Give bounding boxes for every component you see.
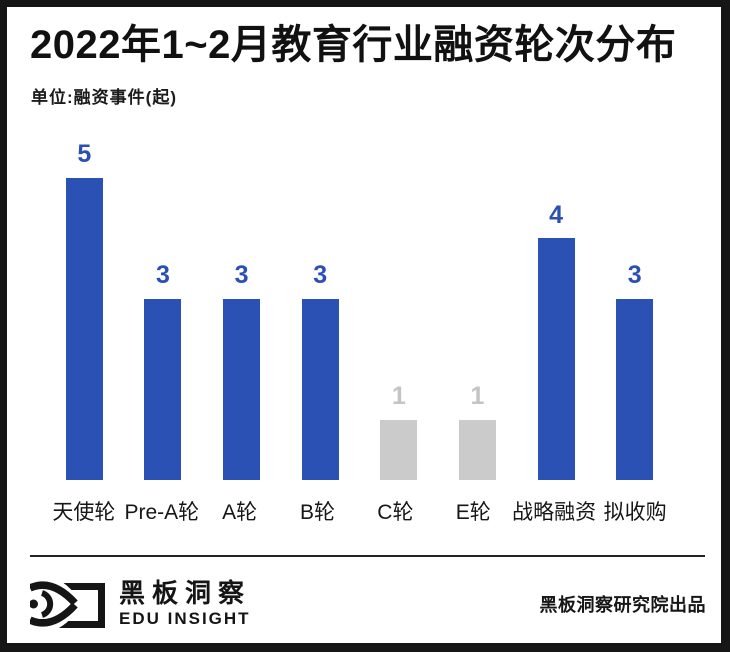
bar-column: 1 xyxy=(438,383,517,480)
bar-value-label: 1 xyxy=(391,382,406,411)
bar xyxy=(223,298,261,480)
category-label: Pre-A轮 xyxy=(124,501,200,524)
page-title: 2022年1~2月教育行业融资轮次分布 xyxy=(30,23,677,67)
bar-value-label: 3 xyxy=(627,261,642,290)
bar-column: 5 xyxy=(45,141,124,480)
bar xyxy=(301,298,339,480)
category-label: E轮 xyxy=(455,501,491,524)
category-label: 拟收购 xyxy=(603,501,667,524)
category-label: 天使轮 xyxy=(52,501,116,524)
bar-column: 4 xyxy=(517,200,596,480)
bar xyxy=(380,419,418,480)
bar xyxy=(537,238,575,480)
category-labels: 天使轮 Pre-A轮 A轮 B轮 C轮 E轮 战略融资 拟收购 xyxy=(45,480,674,526)
bar-column: 3 xyxy=(281,262,360,480)
bar-column: 3 xyxy=(124,262,203,480)
bar-column: 1 xyxy=(360,383,439,480)
bar xyxy=(458,419,496,480)
bar-value-label: 4 xyxy=(549,200,564,229)
eye-logo-icon xyxy=(30,576,105,632)
brand-name: 黑板洞察 xyxy=(119,577,252,608)
bar-chart: 5 3 3 3 1 1 4 3 xyxy=(45,117,674,480)
bar xyxy=(144,298,182,480)
unit-label: 单位:融资事件(起) xyxy=(31,88,177,107)
footer: 黑板洞察 EDU INSIGHT 黑板洞察研究院出品 xyxy=(30,567,706,641)
bar xyxy=(616,298,654,480)
category-label: A轮 xyxy=(222,501,258,524)
bar-value-label: 3 xyxy=(234,261,249,290)
bar-value-label: 3 xyxy=(313,261,328,290)
bar-value-label: 1 xyxy=(470,382,485,411)
brand-block: 黑板洞察 EDU INSIGHT xyxy=(30,576,251,632)
bar-value-label: 5 xyxy=(77,140,92,169)
bar-column: 3 xyxy=(202,262,281,480)
category-label: C轮 xyxy=(377,501,414,524)
brand-text: 黑板洞察 EDU INSIGHT xyxy=(119,580,251,629)
brand-subtitle: EDU INSIGHT xyxy=(119,608,251,628)
bar xyxy=(65,177,103,480)
footer-divider xyxy=(30,555,705,557)
bar-value-label: 3 xyxy=(155,261,170,290)
category-label: B轮 xyxy=(300,501,336,524)
credit-text: 黑板洞察研究院出品 xyxy=(539,595,706,615)
category-label: 战略融资 xyxy=(512,501,597,524)
bar-column: 3 xyxy=(595,262,674,480)
